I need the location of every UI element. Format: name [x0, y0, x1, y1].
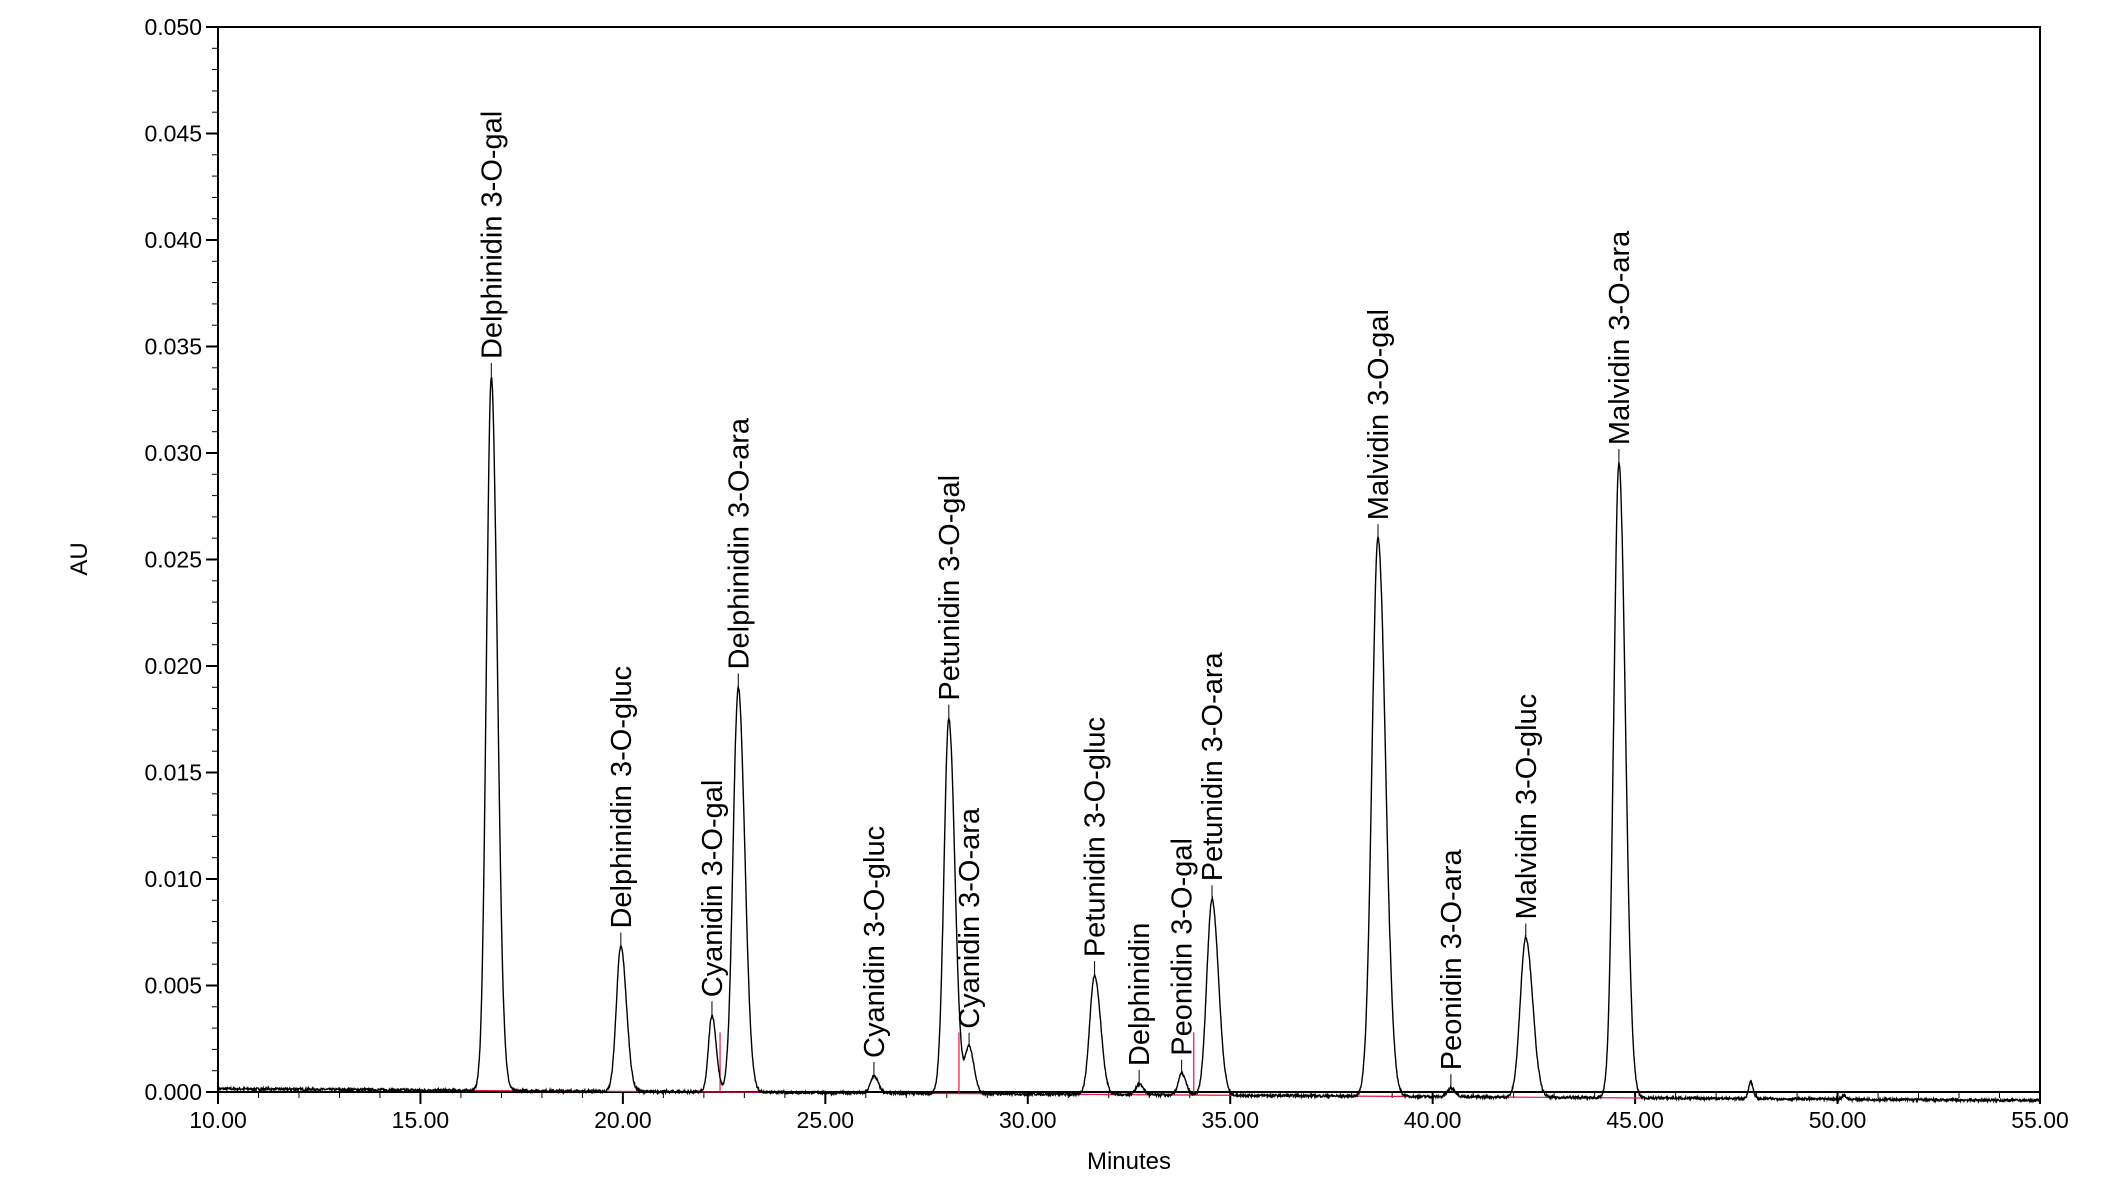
peak-label: Cyanidin 3-O-gluc	[859, 826, 891, 1058]
x-tick-label: 45.00	[1606, 1107, 1664, 1133]
peak-label: Delphinidin 3-O-gal	[476, 111, 508, 359]
y-tick-label: 0.035	[144, 334, 202, 360]
chromatogram-trace	[217, 377, 2041, 1104]
y-tick-label: 0.000	[144, 1079, 202, 1105]
x-tick-label: 50.00	[1809, 1107, 1867, 1133]
y-tick-label: 0.020	[144, 653, 202, 679]
x-axis-ticks: 10.00 15.00 20.00 25.00 30.00 35.00 40.00 45.00…	[189, 1092, 2069, 1133]
y-tick-label: 0.010	[144, 866, 202, 892]
y-tick-label: 0.025	[144, 547, 202, 573]
peak-label: Malvidin 3-O-gal	[1363, 309, 1395, 520]
x-tick-label: 25.00	[797, 1107, 855, 1133]
peak-label: Delphinidin 3-O-gluc	[606, 666, 638, 929]
peak-label: Peonidin 3-O-gal	[1167, 838, 1199, 1056]
x-axis-title: Minutes	[1087, 1148, 1171, 1175]
y-axis-ticks: 0.000 0.005 0.010 0.015 0.020 0.025 0.030 0.035…	[144, 14, 218, 1105]
peak-label: Petunidin 3-O-gal	[934, 475, 966, 701]
peak-label: Delphinidin 3-O-ara	[723, 417, 755, 669]
y-tick-label: 0.030	[144, 440, 202, 466]
peak-label: Malvidin 3-O-ara	[1604, 230, 1636, 445]
peak-label: Delphinidin	[1124, 923, 1156, 1067]
x-tick-label: 15.00	[392, 1107, 450, 1133]
peak-label: Peonidin 3-O-ara	[1436, 848, 1468, 1070]
y-tick-label: 0.040	[144, 227, 202, 253]
y-tick-label: 0.050	[144, 14, 202, 40]
peak-label: Petunidin 3-O-ara	[1197, 651, 1229, 881]
peak-label: Cyanidin 3-O-gal	[697, 780, 729, 998]
y-axis-title: AU	[66, 542, 93, 575]
peak-label: Petunidin 3-O-gluc	[1080, 717, 1112, 957]
y-tick-label: 0.005	[144, 973, 202, 999]
y-tick-label: 0.045	[144, 121, 202, 147]
x-tick-label: 35.00	[1201, 1107, 1259, 1133]
peak-label: Cyanidin 3-O-ara	[954, 807, 986, 1029]
x-tick-label: 55.00	[2011, 1107, 2069, 1133]
y-tick-label: 0.015	[144, 760, 202, 786]
peak-label: Malvidin 3-O-gluc	[1511, 694, 1543, 920]
x-tick-label: 20.00	[594, 1107, 652, 1133]
peak-labels: Delphinidin 3-O-gal Delphinidin 3-O-gluc C…	[476, 111, 1636, 1089]
x-tick-label: 10.00	[189, 1107, 247, 1133]
x-tick-label: 30.00	[999, 1107, 1057, 1133]
x-tick-label: 40.00	[1404, 1107, 1462, 1133]
